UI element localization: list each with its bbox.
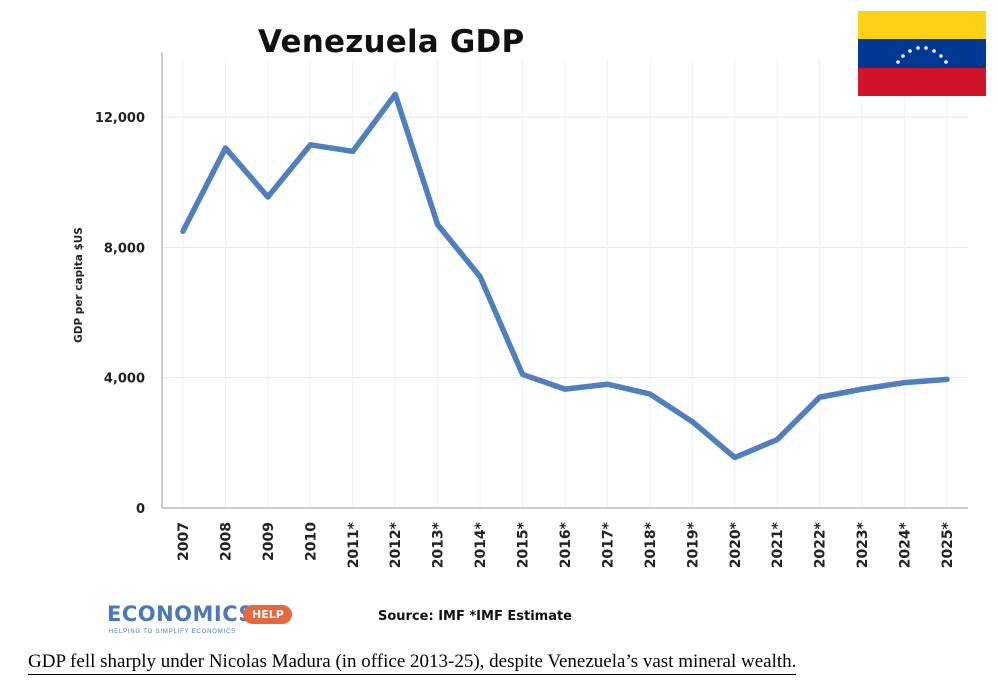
x-tick-label: 2021* (770, 521, 786, 568)
figure-caption: GDP fell sharply under Nicolas Madura (i… (28, 651, 797, 675)
y-axis-label: GDP per capita $US (73, 227, 85, 343)
data-point (350, 148, 356, 154)
logo-tagline: HELPING TO SIMPLIFY ECONOMICS (109, 629, 236, 635)
y-tick-label: 4,000 (104, 372, 145, 387)
data-point (817, 394, 823, 400)
x-tick-label: 2011* (346, 521, 362, 568)
data-point (222, 145, 229, 151)
data-point (647, 391, 653, 397)
flag-stars-icon (896, 46, 948, 65)
data-point (732, 454, 738, 461)
x-tick-label: 2010 (303, 522, 319, 561)
source-note: Source: IMF *IMF Estimate (378, 609, 573, 624)
x-tick-label: 2016* (558, 521, 574, 568)
x-tick-label: 2025* (940, 521, 956, 568)
x-tick-label: 2009 (261, 522, 277, 561)
x-tick-label: 2015* (516, 521, 532, 568)
y-tick-label: 0 (136, 502, 145, 517)
x-tick-label: 2013* (431, 521, 447, 568)
data-point (307, 142, 313, 148)
venezuela-flag-icon (858, 11, 986, 96)
data-point (392, 91, 398, 97)
data-point (859, 386, 865, 392)
data-point (477, 274, 483, 280)
x-tick-label: 2007 (176, 522, 192, 561)
data-point (265, 194, 271, 200)
data-point (944, 376, 950, 382)
logo-help-tag: HELP (243, 605, 292, 624)
x-tick-label: 2017* (600, 521, 616, 568)
chart-title: Venezuela GDP (258, 24, 525, 60)
y-tick-label: 12,000 (95, 111, 145, 126)
flag-band-red (858, 67, 986, 96)
x-tick-label: 2022* (813, 521, 829, 568)
data-point (689, 419, 695, 425)
x-tick-label: 2020* (728, 521, 744, 568)
flag-band-yellow (858, 11, 986, 40)
x-tick-label: 2023* (855, 521, 871, 568)
logo-wordmark: ECONOMICS (107, 602, 255, 626)
x-tick-label: 2024* (898, 521, 914, 568)
x-tick-label: 2018* (643, 521, 659, 568)
data-point (562, 386, 568, 392)
y-tick-label: 8,000 (104, 241, 145, 256)
data-point (519, 371, 526, 378)
x-tick-label: 2014* (473, 521, 489, 568)
line-chart: 0 4,000 8,000 12,000 2007 2008 2009 2010 2011* 20… (95, 52, 968, 568)
flag-band-blue (858, 39, 986, 68)
data-point (435, 222, 441, 228)
x-tick-label: 2019* (685, 521, 701, 568)
data-point (901, 380, 908, 386)
data-point (604, 381, 611, 387)
x-tick-label: 2012* (388, 521, 404, 568)
data-point (774, 437, 780, 443)
x-tick-label: 2008 (218, 522, 234, 561)
data-point (180, 228, 186, 234)
